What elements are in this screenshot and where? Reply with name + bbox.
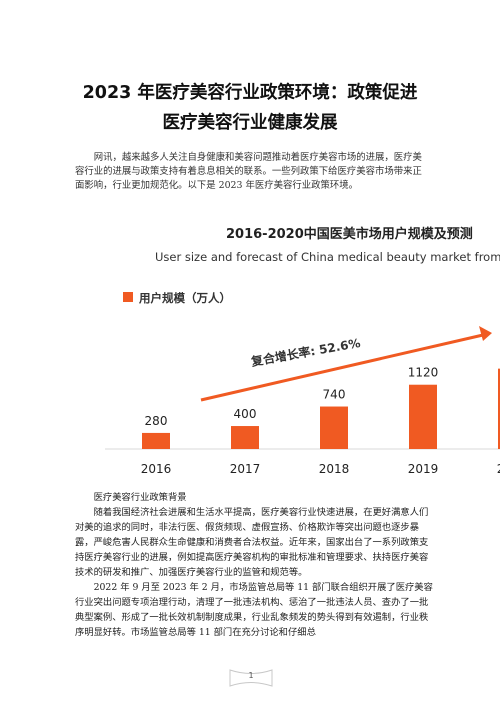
- chart-title: 2016-2020中国医美市场用户规模及预测: [226, 226, 473, 242]
- x-tick-2018: 2018: [319, 462, 350, 476]
- growth-trend-arrow: [200, 333, 484, 402]
- title-line-2: 医疗美容行业健康发展: [162, 113, 338, 133]
- growth-rate-annotation: 复合增长率: 52.6%: [249, 335, 362, 369]
- x-tick-2020: 2020: [497, 462, 500, 476]
- page-number: 1: [248, 671, 254, 680]
- body-paragraph-2: 2022 年 9 月至 2023 年 2 月，市场监管总局等 11 部门联合组织…: [75, 582, 433, 638]
- value-label-2016: 280: [145, 414, 168, 428]
- growth-arrow-head: [479, 326, 492, 341]
- value-label-2017: 400: [234, 407, 257, 421]
- bar-2020: [498, 368, 500, 449]
- user-size-chart: 2016-2020中国医美市场用户规模及预测 User size and for…: [0, 205, 500, 490]
- legend-swatch: [123, 292, 133, 302]
- legend-label: 用户规模（万人）: [138, 291, 231, 305]
- x-tick-2017: 2017: [230, 462, 261, 476]
- chart-subtitle: User size and forecast of China medical …: [155, 250, 500, 264]
- bar-2019: [409, 384, 437, 449]
- x-tick-2016: 2016: [141, 462, 172, 476]
- intro-paragraph: 网讯，越来越多人关注自身健康和美容问题推动着医疗美容市场的进展，医疗美容行业的进…: [75, 151, 427, 193]
- policy-background-section: 医疗美容行业政策背景 随着我国经济社会进展和生活水平提高，医疗美容行业快速进展，…: [75, 490, 435, 640]
- section-heading: 医疗美容行业政策背景: [93, 492, 187, 503]
- x-tick-2019: 2019: [408, 462, 439, 476]
- bar-2016: [142, 432, 170, 449]
- body-paragraph-1: 随着我国经济社会进展和生活水平提高，医疗美容行业快速进展，在更好满意人们对美的追…: [75, 507, 429, 578]
- value-label-2019: 1120: [408, 366, 439, 380]
- title-line-1: 2023 年医疗美容行业政策环境：政策促进: [82, 83, 418, 103]
- document-title: 2023 年医疗美容行业政策环境：政策促进 医疗美容行业健康发展: [60, 78, 440, 138]
- value-label-2018: 740: [323, 388, 346, 402]
- chart-canvas: 2016-2020中国医美市场用户规模及预测 User size and for…: [105, 226, 500, 476]
- bar-group: 280 2016 400 2017 740 2018 1120 2019 2020: [141, 366, 500, 476]
- bar-2018: [320, 406, 348, 449]
- bar-2017: [231, 426, 259, 449]
- intro-text: 网讯，越来越多人关注自身健康和美容问题推动着医疗美容市场的进展，医疗美容行业的进…: [75, 152, 422, 191]
- page-footer: 1: [228, 668, 274, 688]
- page-number-frame-icon: [229, 669, 273, 687]
